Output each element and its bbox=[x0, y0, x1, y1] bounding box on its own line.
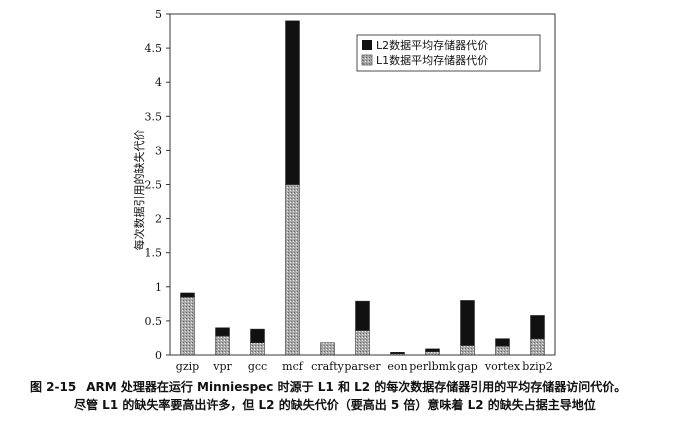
caption-line-2: 尽管 L1 的缺失率要高出许多，但 L2 的缺失代价（要高出 5 倍）意味着 L… bbox=[74, 398, 596, 412]
y-axis-label: 每次数据引用的缺失代价 bbox=[132, 130, 146, 251]
legend-label-l2: L2数据平均存储器代价 bbox=[376, 38, 488, 52]
x-tick-label-gap: gap bbox=[457, 360, 478, 373]
bar-vpr-l1 bbox=[215, 335, 230, 356]
y-tick-label: 5 bbox=[155, 8, 162, 21]
legend-swatch-l1 bbox=[361, 54, 373, 66]
caption-line-1: 图 2-15 ARM 处理器在运行 Minniespec 时源于 L1 和 L2 … bbox=[30, 378, 670, 396]
bar-gap-l2 bbox=[460, 300, 475, 346]
bar-perlbmk-l1 bbox=[425, 351, 440, 356]
y-tick-label: 1 bbox=[155, 281, 162, 294]
legend-box bbox=[356, 34, 541, 72]
x-tick-label-eon: eon bbox=[387, 360, 407, 373]
x-tick-label-gcc: gcc bbox=[248, 360, 267, 373]
y-tick-label: 2.5 bbox=[145, 179, 163, 192]
bar-mcf-l2 bbox=[285, 20, 300, 185]
y-tick-label: 2 bbox=[155, 213, 162, 226]
y-tick-label: 3 bbox=[155, 144, 162, 157]
bar-vortex-l2 bbox=[495, 338, 510, 347]
bar-bzip2-l1 bbox=[530, 338, 545, 356]
x-tick-label-vpr: vpr bbox=[212, 360, 232, 373]
bar-gzip-l2 bbox=[180, 292, 195, 298]
stacked-bar-chart: 0 0.5 1 1.5 2 2.5 3 3.5 4 4.5 5 gzip vpr gcc mcf craft… bbox=[132, 8, 556, 373]
y-tick-label: 0.5 bbox=[145, 315, 163, 328]
y-tick-label: 4.5 bbox=[145, 42, 163, 55]
bar-bzip2-l2 bbox=[530, 315, 545, 339]
legend-label-l1: L1数据平均存储器代价 bbox=[376, 53, 488, 67]
legend: L2数据平均存储器代价 L1数据平均存储器代价 bbox=[356, 34, 541, 72]
bars bbox=[180, 20, 545, 356]
figure-number: 图 2-15 bbox=[30, 380, 77, 394]
bar-gcc-l1 bbox=[250, 342, 265, 356]
x-tick-label-crafty: crafty bbox=[311, 360, 344, 373]
x-tick-label-gzip: gzip bbox=[176, 360, 199, 373]
bar-vpr-l2 bbox=[215, 327, 230, 337]
bar-parser-l1 bbox=[355, 330, 370, 356]
bar-eon-l2 bbox=[390, 352, 405, 354]
figure-caption: 图 2-15 ARM 处理器在运行 Minniespec 时源于 L1 和 L2 … bbox=[30, 378, 670, 414]
y-tick-label: 4 bbox=[155, 76, 162, 89]
x-tick-label-perlbmk: perlbmk bbox=[409, 360, 456, 373]
tick-labels: 0 0.5 1 1.5 2 2.5 3 3.5 4 4.5 5 bbox=[145, 8, 163, 362]
caption-text-1: ARM 处理器在运行 Minniespec 时源于 L1 和 L2 的每次数据存… bbox=[86, 380, 627, 394]
bar-gap-l1 bbox=[460, 345, 475, 356]
x-tick-label-vortex: vortex bbox=[484, 360, 521, 373]
bar-parser-l2 bbox=[355, 300, 370, 331]
bar-gzip-l1 bbox=[180, 296, 195, 356]
legend-swatch-l2 bbox=[362, 40, 372, 50]
bar-mcf-l1 bbox=[285, 184, 300, 356]
category-labels: gzip vpr gcc mcf crafty parser eon perlbmk gap vo… bbox=[176, 360, 553, 373]
bar-gcc-l2 bbox=[250, 328, 265, 343]
bar-perlbmk-l2 bbox=[425, 348, 440, 352]
y-tick-label: 3.5 bbox=[145, 110, 163, 123]
y-tick-label: 1.5 bbox=[145, 247, 163, 260]
y-tick-label: 0 bbox=[155, 349, 162, 362]
bar-vortex-l1 bbox=[495, 345, 510, 356]
x-tick-label-bzip2: bzip2 bbox=[522, 360, 552, 373]
x-tick-label-mcf: mcf bbox=[282, 360, 304, 373]
bar-crafty-l1 bbox=[320, 342, 335, 356]
x-tick-label-parser: parser bbox=[344, 360, 381, 373]
